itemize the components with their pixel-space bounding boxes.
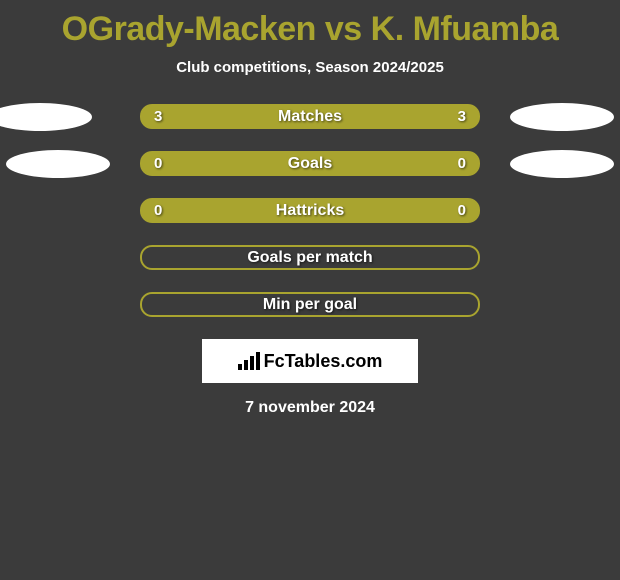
stat-bar: Goals per match <box>140 245 480 270</box>
stat-row: Goals per match <box>0 245 620 270</box>
date: 7 november 2024 <box>0 399 620 417</box>
stat-bar: Min per goal <box>140 292 480 317</box>
logo-box: FcTables.com <box>202 339 418 383</box>
stat-row: 0 Goals 0 <box>0 151 620 176</box>
page-title: OGrady-Macken vs K. Mfuamba <box>0 0 620 49</box>
right-value: 0 <box>458 155 466 172</box>
stat-label: Hattricks <box>276 202 344 220</box>
left-ellipse <box>6 150 110 178</box>
right-ellipse <box>510 103 614 131</box>
subtitle: Club competitions, Season 2024/2025 <box>0 59 620 76</box>
stat-row: 0 Hattricks 0 <box>0 198 620 223</box>
left-value: 0 <box>154 155 162 172</box>
stat-label: Matches <box>278 108 342 126</box>
right-ellipse <box>510 150 614 178</box>
stat-row: 3 Matches 3 <box>0 104 620 129</box>
left-value: 3 <box>154 108 162 125</box>
left-value: 0 <box>154 202 162 219</box>
stat-bar: 3 Matches 3 <box>140 104 480 129</box>
logo-text: FcTables.com <box>264 351 383 372</box>
stat-bar: 0 Hattricks 0 <box>140 198 480 223</box>
stat-bar: 0 Goals 0 <box>140 151 480 176</box>
left-ellipse <box>0 103 92 131</box>
chart-icon <box>238 352 260 370</box>
right-value: 0 <box>458 202 466 219</box>
stat-label: Goals per match <box>247 249 372 267</box>
stat-row: Min per goal <box>0 292 620 317</box>
stats-content: 3 Matches 3 0 Goals 0 0 Hattricks 0 Goals per mat… <box>0 104 620 317</box>
logo: FcTables.com <box>238 351 383 372</box>
stat-label: Min per goal <box>263 296 357 314</box>
stat-label: Goals <box>288 155 332 173</box>
right-value: 3 <box>458 108 466 125</box>
